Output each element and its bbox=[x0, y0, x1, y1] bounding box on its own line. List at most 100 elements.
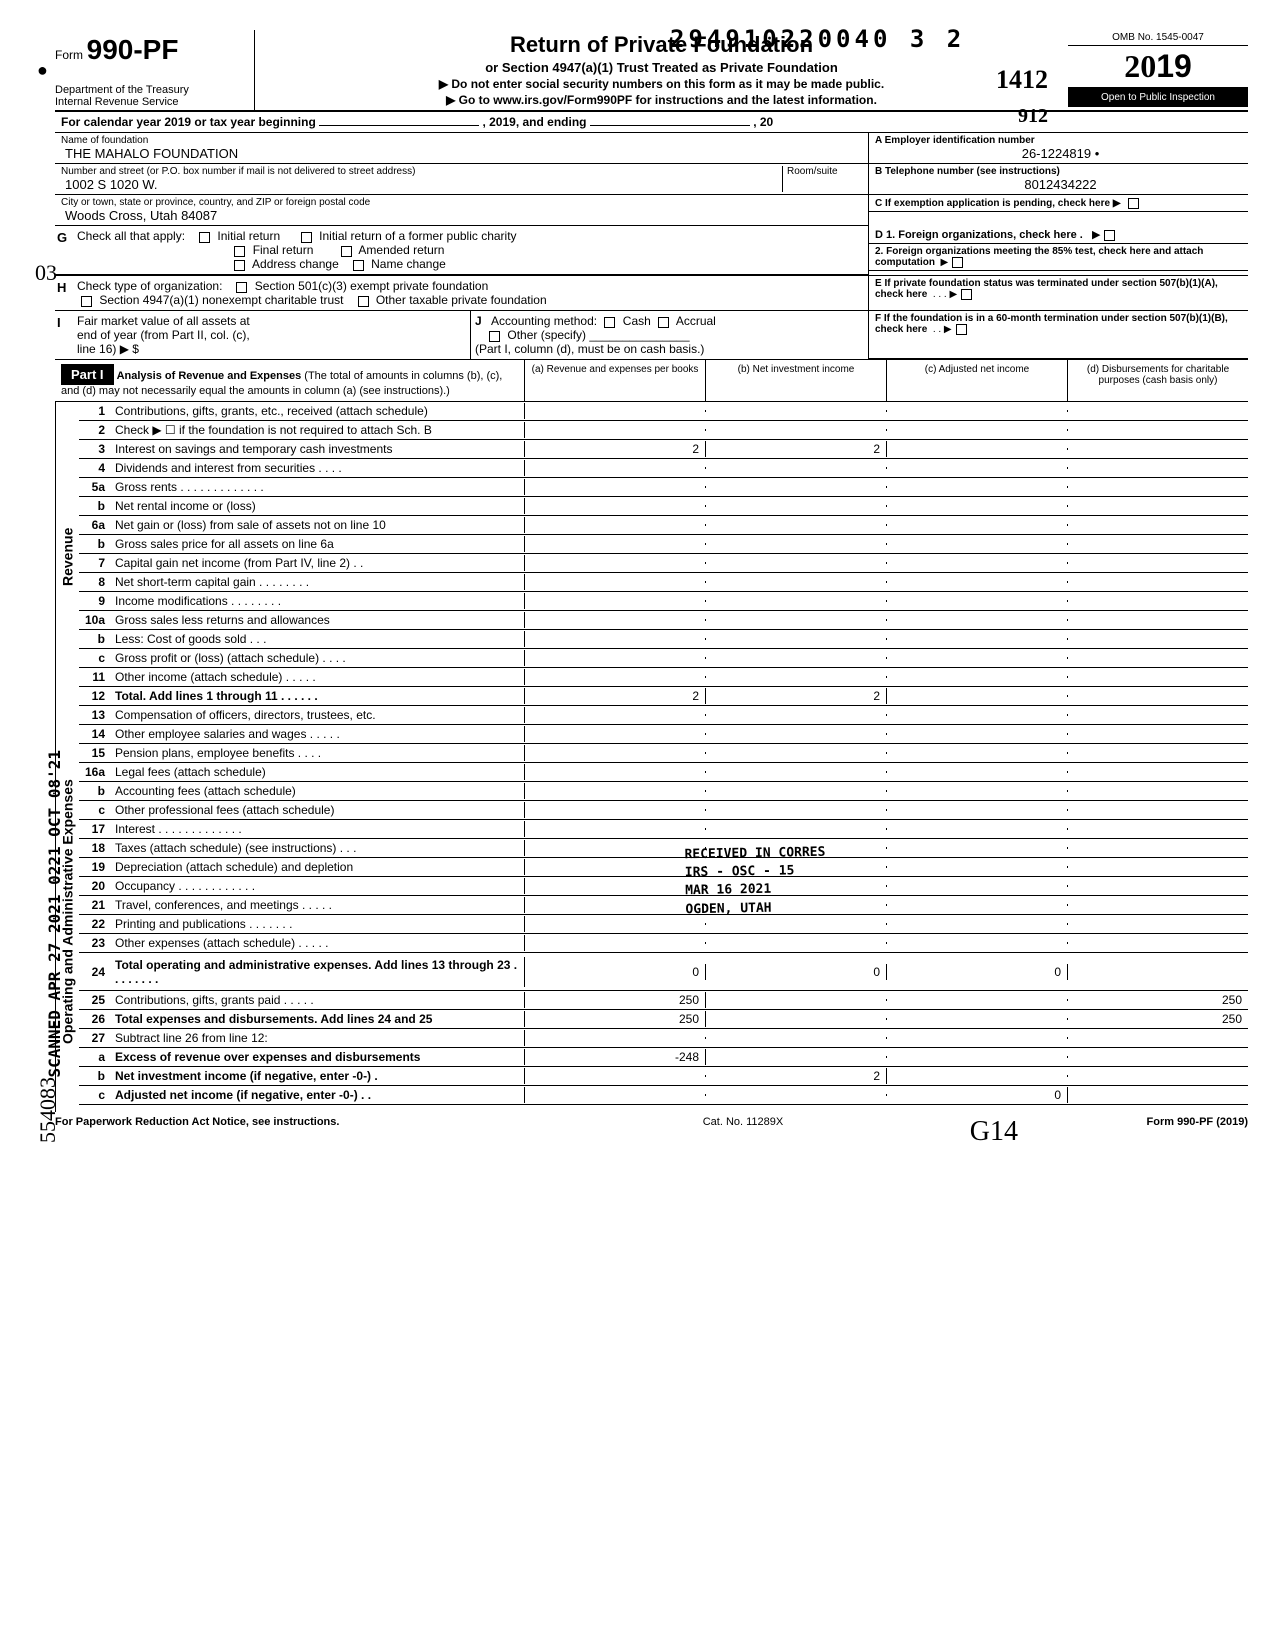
line-25: 25Contributions, gifts, grants paid . . … bbox=[79, 991, 1248, 1010]
col-b-value bbox=[706, 467, 887, 469]
j-check-cash[interactable] bbox=[604, 317, 615, 328]
col-c-value bbox=[887, 676, 1068, 678]
col-c-value bbox=[887, 904, 1068, 906]
section-h-row: H Check type of organization: Section 50… bbox=[55, 276, 1248, 311]
d2-checkbox[interactable] bbox=[952, 257, 963, 268]
line-21: 21Travel, conferences, and meetings . . … bbox=[79, 896, 1248, 915]
col-b-value bbox=[706, 410, 887, 412]
line-description: Other employee salaries and wages . . . … bbox=[111, 726, 525, 742]
form-subtitle: or Section 4947(a)(1) Trust Treated as P… bbox=[263, 60, 1060, 75]
col-c-value bbox=[887, 790, 1068, 792]
col-d-value bbox=[1068, 543, 1248, 545]
col-d-value bbox=[1068, 619, 1248, 621]
line-c: cGross profit or (loss) (attach schedule… bbox=[79, 649, 1248, 668]
col-a-value bbox=[525, 657, 706, 659]
j-cash: Cash bbox=[623, 314, 651, 328]
col-d-value bbox=[1068, 429, 1248, 431]
col-b-value bbox=[706, 486, 887, 488]
j-check-accrual[interactable] bbox=[658, 317, 669, 328]
line-b: bAccounting fees (attach schedule) bbox=[79, 782, 1248, 801]
g-check-address[interactable] bbox=[234, 260, 245, 271]
line-description: Other income (attach schedule) . . . . . bbox=[111, 669, 525, 685]
j-check-other[interactable] bbox=[489, 331, 500, 342]
h-opt-501c3: Section 501(c)(3) exempt private foundat… bbox=[255, 279, 488, 293]
c-checkbox[interactable] bbox=[1128, 198, 1139, 209]
line-number: 10a bbox=[79, 613, 111, 627]
col-d-value bbox=[1068, 866, 1248, 868]
line-description: Interest . . . . . . . . . . . . . bbox=[111, 821, 525, 837]
phone-value: 8012434222 bbox=[875, 177, 1242, 192]
g-check-amended[interactable] bbox=[341, 246, 352, 257]
col-c-value bbox=[887, 809, 1068, 811]
part1-title: Analysis of Revenue and Expenses bbox=[117, 370, 302, 382]
col-a-value bbox=[525, 885, 706, 887]
line-number: 26 bbox=[79, 1012, 111, 1026]
col-c-value bbox=[887, 1075, 1068, 1077]
col-b-value bbox=[706, 923, 887, 925]
g-check-name[interactable] bbox=[353, 260, 364, 271]
line-14: 14Other employee salaries and wages . . … bbox=[79, 725, 1248, 744]
g-check-final[interactable] bbox=[234, 246, 245, 257]
line-number: 17 bbox=[79, 822, 111, 836]
col-a-value bbox=[525, 676, 706, 678]
calendar-year-row: For calendar year 2019 or tax year begin… bbox=[55, 112, 1248, 133]
h-opt-other: Other taxable private foundation bbox=[376, 293, 547, 307]
col-c-value bbox=[887, 638, 1068, 640]
col-a-value bbox=[525, 866, 706, 868]
col-c-value bbox=[887, 581, 1068, 583]
line-description: Interest on savings and temporary cash i… bbox=[111, 441, 525, 457]
line-description: Gross profit or (loss) (attach schedule)… bbox=[111, 650, 525, 666]
line-17: 17Interest . . . . . . . . . . . . . bbox=[79, 820, 1248, 839]
line-description: Occupancy . . . . . . . . . . . . bbox=[111, 878, 525, 894]
f-section: F If the foundation is in a 60-month ter… bbox=[868, 311, 1248, 359]
h-check-other[interactable] bbox=[358, 296, 369, 307]
line-number: 12 bbox=[79, 689, 111, 703]
stamp-line4: OGDEN, UTAH bbox=[685, 898, 826, 919]
line-number: b bbox=[79, 537, 111, 551]
phone-cell: B Telephone number (see instructions) 80… bbox=[869, 164, 1248, 195]
g-check-initial[interactable] bbox=[199, 232, 210, 243]
d1-checkbox[interactable] bbox=[1104, 230, 1115, 241]
line-number: 3 bbox=[79, 442, 111, 456]
col-c-value bbox=[887, 695, 1068, 697]
line-c: cOther professional fees (attach schedul… bbox=[79, 801, 1248, 820]
h-check-501c3[interactable] bbox=[236, 282, 247, 293]
line-description: Net short-term capital gain . . . . . . … bbox=[111, 574, 525, 590]
g-opt-amended: Amended return bbox=[358, 243, 444, 257]
col-b-value bbox=[706, 1094, 887, 1096]
line-number: c bbox=[79, 1088, 111, 1102]
line-12: 12Total. Add lines 1 through 11 . . . . … bbox=[79, 687, 1248, 706]
line-number: 2 bbox=[79, 423, 111, 437]
g-check-former[interactable] bbox=[301, 232, 312, 243]
col-b-value bbox=[706, 942, 887, 944]
line-number: 1 bbox=[79, 404, 111, 418]
line-b: bLess: Cost of goods sold . . . bbox=[79, 630, 1248, 649]
col-a-value bbox=[525, 847, 706, 849]
col-a-value bbox=[525, 904, 706, 906]
form-990pf: 294910220040 3 2 1412 912 ● Form 990-PF … bbox=[55, 30, 1248, 1128]
f-checkbox[interactable] bbox=[956, 324, 967, 335]
line-number: 8 bbox=[79, 575, 111, 589]
h-check-4947[interactable] bbox=[81, 296, 92, 307]
line-number: a bbox=[79, 1050, 111, 1064]
line-number: 16a bbox=[79, 765, 111, 779]
header-left: Form 990-PF Department of the Treasury I… bbox=[55, 30, 255, 110]
line-c: cAdjusted net income (if negative, enter… bbox=[79, 1086, 1248, 1105]
g-opt-address: Address change bbox=[252, 257, 339, 271]
line-11: 11Other income (attach schedule) . . . .… bbox=[79, 668, 1248, 687]
part1-badge: Part I bbox=[61, 364, 114, 385]
col-a-value: 2 bbox=[525, 441, 706, 457]
j-label: J bbox=[475, 314, 482, 328]
col-a-value bbox=[525, 581, 706, 583]
line-number: c bbox=[79, 651, 111, 665]
line-number: 5a bbox=[79, 480, 111, 494]
e-checkbox[interactable] bbox=[961, 289, 972, 300]
part1-table: Revenue Operating and Administrative Exp… bbox=[55, 402, 1248, 1112]
col-a-value bbox=[525, 942, 706, 944]
line-description: Subtract line 26 from line 12: bbox=[111, 1030, 525, 1046]
line-2: 2Check ▶ ☐ if the foundation is not requ… bbox=[79, 421, 1248, 440]
header-right: OMB No. 1545-0047 2019 Open to Public In… bbox=[1068, 30, 1248, 110]
line-description: Taxes (attach schedule) (see instruction… bbox=[111, 840, 525, 856]
line-description: Less: Cost of goods sold . . . bbox=[111, 631, 525, 647]
col-b-value bbox=[706, 524, 887, 526]
